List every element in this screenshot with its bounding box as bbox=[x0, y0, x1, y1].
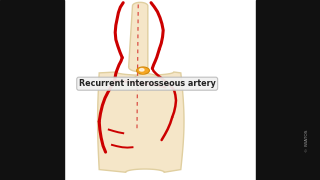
Circle shape bbox=[140, 69, 144, 71]
Text: Recurrent interosseous artery: Recurrent interosseous artery bbox=[79, 79, 216, 88]
Bar bbox=[0, 0, 64, 180]
Text: © IWATOS: © IWATOS bbox=[305, 129, 309, 152]
Polygon shape bbox=[129, 2, 148, 71]
Polygon shape bbox=[98, 72, 184, 172]
Polygon shape bbox=[133, 73, 160, 88]
Polygon shape bbox=[137, 67, 149, 74]
Polygon shape bbox=[139, 72, 147, 75]
Bar bbox=[256, 0, 320, 180]
